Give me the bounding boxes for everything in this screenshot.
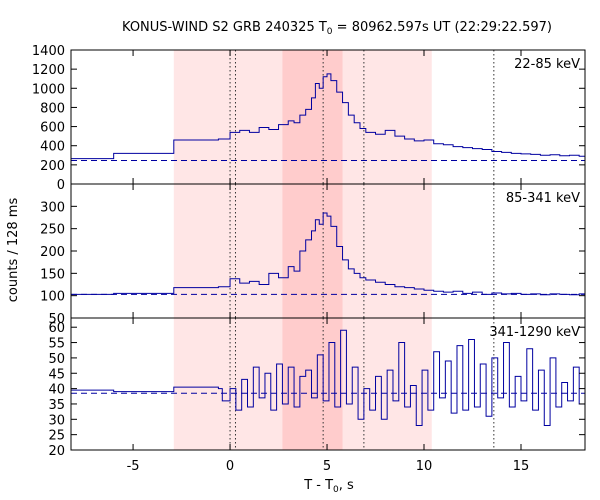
y-tick-label: 150 — [40, 267, 65, 282]
panel-1: 0 200 400 600 800 1000 1200 1400 22-85 keV — [32, 44, 586, 193]
y-tick-label: 200 — [40, 159, 65, 174]
y-tick-label: 250 — [40, 223, 65, 238]
panel-frame — [70, 317, 586, 451]
shaded-interval-2 — [282, 50, 343, 184]
x-tick-label: 0 — [226, 459, 234, 474]
y-tick-label: 400 — [40, 140, 65, 155]
chart-title-rest: = 80962.597s UT (22:29:22.597) — [333, 20, 552, 35]
y-tick-label: 55 — [48, 337, 65, 352]
shaded-interval-2 — [282, 184, 343, 318]
x-axis-label-main: T - T — [303, 478, 333, 493]
energy-band-label: 341-1290 keV — [489, 325, 580, 340]
y-tick-label: 30 — [48, 413, 65, 428]
y-tick-label: 200 — [40, 245, 65, 260]
y-tick-label: 50 — [48, 352, 65, 367]
x-tick-label: -5 — [127, 459, 140, 474]
x-tick-label: 5 — [323, 459, 331, 474]
chart-title: KONUS-WIND S2 GRB 240325 T0 = 80962.597s… — [122, 20, 552, 37]
energy-band-label: 85-341 keV — [506, 191, 580, 206]
light-curve-series — [71, 73, 585, 160]
y-tick-label: 600 — [40, 121, 65, 136]
y-tick-label: 1000 — [32, 82, 65, 97]
x-axis-label-rest: , s — [339, 478, 354, 493]
y-tick-label: 50 — [48, 312, 65, 327]
y-tick-label: 100 — [40, 290, 65, 305]
y-axis-label: counts / 128 ms — [6, 198, 21, 303]
x-axis-label: T - T0, s — [303, 478, 354, 495]
panel-plot-area — [71, 318, 585, 450]
y-tick-label: 1200 — [32, 63, 65, 78]
x-tick-label: 15 — [513, 459, 530, 474]
y-tick-label: 40 — [48, 383, 65, 398]
chart-title-subscript: 0 — [327, 27, 333, 37]
y-tick-label: 45 — [48, 367, 65, 382]
y-tick-label: 1400 — [32, 44, 65, 59]
y-tick-label: 0 — [57, 178, 65, 193]
light-curve-series — [71, 212, 585, 296]
x-axis-label-subscript: 0 — [333, 485, 339, 495]
energy-band-label: 22-85 keV — [514, 57, 580, 72]
y-tick-label: 35 — [48, 398, 65, 413]
panel-plot-area — [71, 50, 585, 184]
y-tick-label: 300 — [40, 200, 65, 215]
x-tick-label: 10 — [416, 459, 433, 474]
panel-2: 50 100 150 200 250 300 85-341 keV — [40, 183, 586, 327]
panels-group: 0 200 400 600 800 1000 1200 1400 22-85 keV 50 100 1… — [32, 44, 586, 459]
y-tick-label: 20 — [48, 444, 65, 459]
chart-title-main: KONUS-WIND S2 GRB 240325 T — [122, 20, 327, 35]
y-tick-label: 60 — [48, 321, 65, 336]
y-tick-label: 25 — [48, 429, 65, 444]
light-curve-series — [71, 329, 585, 426]
shaded-interval-2 — [282, 318, 343, 450]
panel-plot-area — [71, 184, 585, 318]
y-tick-label: 800 — [40, 101, 65, 116]
x-tick-labels: -5 0 5 10 15 — [127, 459, 530, 474]
